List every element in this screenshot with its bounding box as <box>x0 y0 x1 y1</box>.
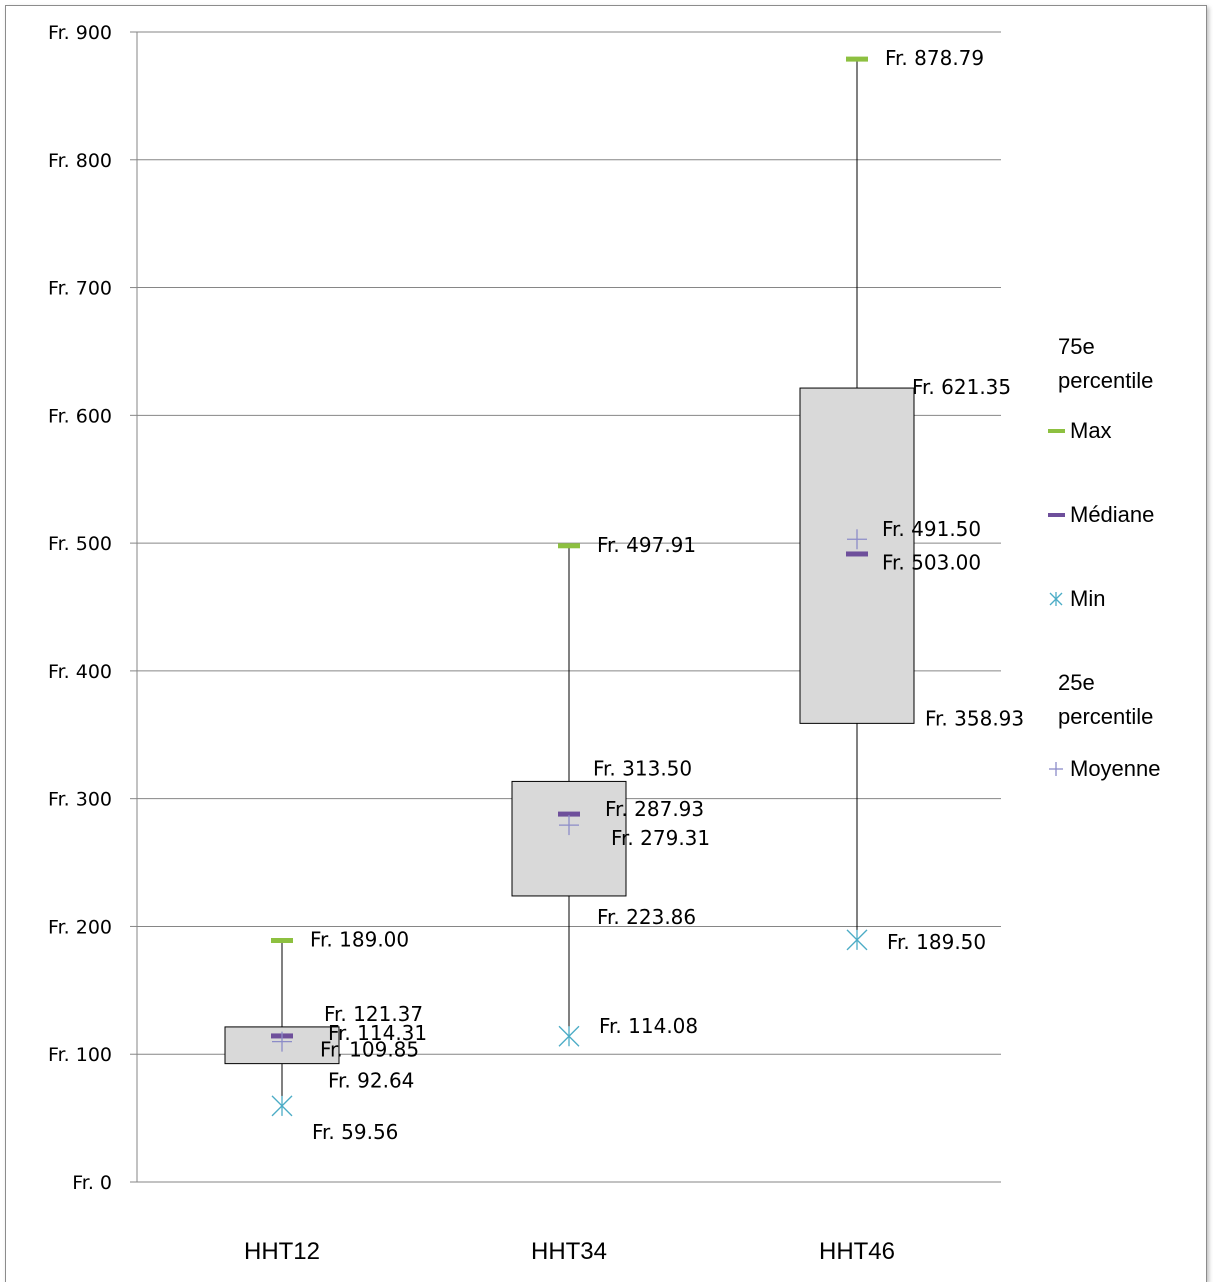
min-marker <box>271 1095 293 1117</box>
y-tick-label: Fr. 200 <box>48 916 112 938</box>
y-tick-label: Fr. 800 <box>48 150 112 172</box>
legend-item-min: Min <box>1046 582 1105 616</box>
max-data-label: Fr. 189.00 <box>310 928 409 952</box>
legend-label: 75e percentile <box>1058 334 1154 393</box>
max-data-label: Fr. 878.79 <box>885 46 984 70</box>
median-data-label: Fr. 114.31 <box>328 1021 427 1045</box>
legend-label: Max <box>1070 418 1112 443</box>
max-legend-icon <box>1046 421 1066 441</box>
q3-data-label: Fr. 621.35 <box>912 375 1011 399</box>
chart-frame <box>5 5 1207 1282</box>
min-marker <box>558 1025 580 1047</box>
legend-item-mean: Moyenne <box>1046 752 1161 786</box>
mean-marker <box>559 815 579 836</box>
mean-data-label: Fr. 109.85 <box>320 1038 419 1062</box>
max-marker <box>271 938 293 943</box>
q3-data-label: Fr. 121.37 <box>324 1002 423 1026</box>
q1-data-label: Fr. 92.64 <box>328 1069 414 1093</box>
y-tick-label: Fr. 500 <box>48 533 112 555</box>
iqr-box <box>511 780 627 897</box>
mean-marker <box>847 529 867 550</box>
min-legend-icon <box>1046 589 1066 609</box>
min-data-label: Fr. 59.56 <box>312 1120 398 1144</box>
legend-item-max: Max <box>1046 414 1112 448</box>
legend-item-q1: 25e percentile <box>1046 666 1178 734</box>
legend-label: Min <box>1070 586 1106 611</box>
legend-label: Moyenne <box>1070 756 1161 781</box>
median-data-label: Fr. 491.50 <box>882 517 981 541</box>
mean-legend-icon <box>1046 759 1066 779</box>
mean-data-label: Fr. 503.00 <box>882 550 981 574</box>
y-tick-label: Fr. 100 <box>48 1044 112 1066</box>
y-tick-label: Fr. 600 <box>48 405 112 427</box>
legend-item-median: Médiane <box>1046 498 1154 532</box>
x-category-label: HHT46 <box>819 1238 895 1265</box>
mean-marker <box>272 1031 292 1052</box>
y-tick-label: Fr. 700 <box>48 278 112 300</box>
min-data-label: Fr. 114.08 <box>599 1014 698 1038</box>
x-category-label: HHT12 <box>244 1238 320 1265</box>
y-tick-label: Fr. 300 <box>48 789 112 811</box>
x-category-label: HHT34 <box>531 1238 607 1265</box>
q1-data-label: Fr. 358.93 <box>925 706 1024 730</box>
legend-item-q3: 75e percentile <box>1046 330 1178 398</box>
min-marker <box>846 929 868 951</box>
max-marker <box>558 543 580 549</box>
min-data-label: Fr. 189.50 <box>887 930 986 954</box>
median-marker <box>846 551 868 557</box>
median-marker <box>558 811 580 817</box>
q3-data-label: Fr. 313.50 <box>593 756 692 780</box>
y-tick-label: Fr. 400 <box>48 661 112 683</box>
y-tick-label: Fr. 0 <box>72 1172 112 1194</box>
q1-data-label: Fr. 223.86 <box>597 905 696 929</box>
legend-label: Médiane <box>1070 502 1155 527</box>
median-legend-icon <box>1046 505 1066 525</box>
max-marker <box>846 56 868 62</box>
y-tick-label: Fr. 900 <box>48 22 112 44</box>
legend-label: 25e percentile <box>1058 670 1154 729</box>
max-data-label: Fr. 497.91 <box>597 533 696 557</box>
mean-data-label: Fr. 279.31 <box>611 826 710 850</box>
median-data-label: Fr. 287.93 <box>605 797 704 821</box>
